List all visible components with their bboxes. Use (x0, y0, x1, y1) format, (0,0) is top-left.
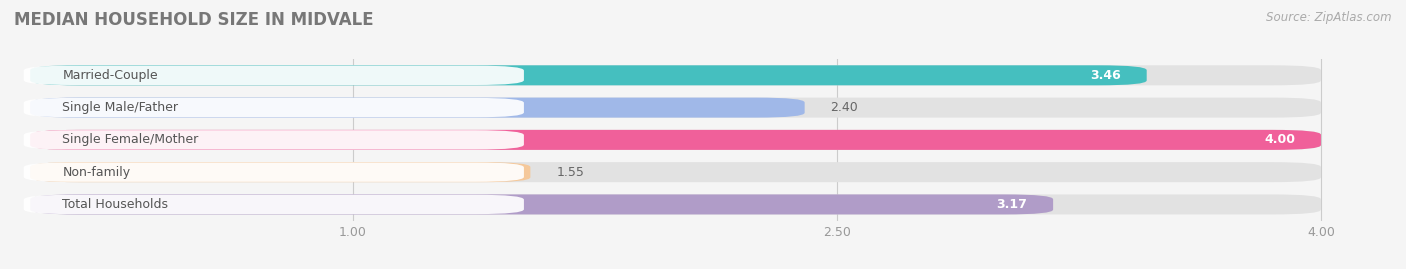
FancyBboxPatch shape (24, 195, 524, 214)
FancyBboxPatch shape (30, 194, 1053, 214)
Text: Total Households: Total Households (62, 198, 169, 211)
FancyBboxPatch shape (24, 98, 524, 117)
FancyBboxPatch shape (30, 98, 1322, 118)
Text: 3.46: 3.46 (1090, 69, 1121, 82)
FancyBboxPatch shape (30, 194, 1322, 214)
FancyBboxPatch shape (30, 130, 1322, 150)
FancyBboxPatch shape (24, 66, 524, 85)
FancyBboxPatch shape (30, 65, 1322, 85)
Text: 2.40: 2.40 (831, 101, 858, 114)
FancyBboxPatch shape (24, 162, 524, 182)
Text: 1.55: 1.55 (557, 166, 583, 179)
FancyBboxPatch shape (30, 98, 804, 118)
FancyBboxPatch shape (30, 65, 1147, 85)
Text: Source: ZipAtlas.com: Source: ZipAtlas.com (1267, 11, 1392, 24)
FancyBboxPatch shape (30, 162, 530, 182)
Text: Single Male/Father: Single Male/Father (62, 101, 179, 114)
FancyBboxPatch shape (30, 162, 1322, 182)
Text: Married-Couple: Married-Couple (62, 69, 157, 82)
Text: MEDIAN HOUSEHOLD SIZE IN MIDVALE: MEDIAN HOUSEHOLD SIZE IN MIDVALE (14, 11, 374, 29)
Text: 4.00: 4.00 (1264, 133, 1295, 146)
Text: Single Female/Mother: Single Female/Mother (62, 133, 198, 146)
Text: 3.17: 3.17 (997, 198, 1028, 211)
FancyBboxPatch shape (30, 130, 1322, 150)
Text: Non-family: Non-family (62, 166, 131, 179)
FancyBboxPatch shape (24, 130, 524, 150)
